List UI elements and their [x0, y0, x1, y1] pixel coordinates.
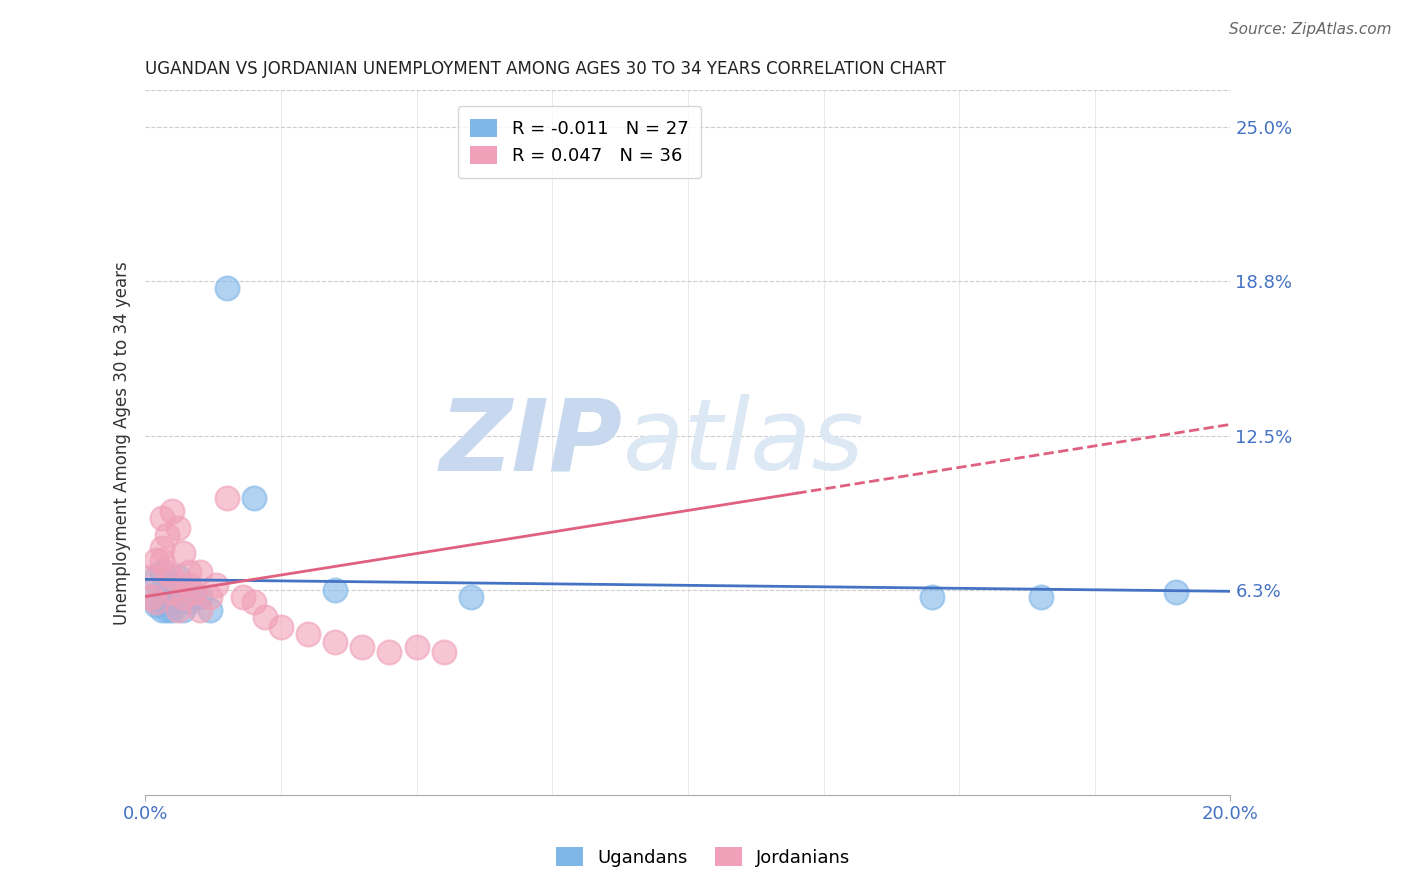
Point [243, 595, 266, 609]
Point [167, 570, 190, 584]
Point [433, 645, 456, 659]
Point [215, 281, 238, 295]
Point [150, 582, 173, 597]
Point [460, 591, 482, 605]
Point [172, 546, 194, 560]
Point [205, 578, 228, 592]
Point [156, 595, 179, 609]
Point [162, 578, 184, 592]
Point [215, 491, 238, 506]
Point [172, 591, 194, 605]
Point [145, 570, 167, 584]
Point [177, 578, 200, 592]
Point [1029, 591, 1052, 605]
Point [323, 582, 346, 597]
Point [172, 602, 194, 616]
Point [183, 585, 205, 599]
Point [177, 595, 200, 609]
Point [162, 585, 184, 599]
Point [162, 570, 184, 584]
Point [1382, 491, 1405, 506]
Legend: R = -0.011   N = 27, R = 0.047   N = 36: R = -0.011 N = 27, R = 0.047 N = 36 [457, 106, 702, 178]
Text: atlas: atlas [623, 394, 865, 491]
Point [156, 585, 179, 599]
Point [188, 566, 211, 580]
Point [150, 553, 173, 567]
Point [253, 610, 276, 624]
Text: Source: ZipAtlas.com: Source: ZipAtlas.com [1229, 22, 1392, 37]
Point [200, 591, 222, 605]
Point [297, 627, 319, 641]
Point [1166, 585, 1188, 599]
Point [270, 620, 292, 634]
Point [150, 602, 173, 616]
Point [378, 645, 401, 659]
Point [156, 602, 179, 616]
Point [200, 602, 222, 616]
Point [145, 595, 167, 609]
Point [162, 591, 184, 605]
Point [188, 602, 211, 616]
Point [188, 591, 211, 605]
Point [150, 511, 173, 525]
Point [156, 566, 179, 580]
Point [921, 591, 943, 605]
Point [1327, 194, 1350, 209]
Point [167, 521, 190, 535]
Y-axis label: Unemployment Among Ages 30 to 34 years: Unemployment Among Ages 30 to 34 years [114, 260, 131, 624]
Legend: Ugandans, Jordanians: Ugandans, Jordanians [548, 840, 858, 874]
Point [183, 591, 205, 605]
Point [139, 570, 162, 584]
Point [162, 504, 184, 518]
Point [145, 598, 167, 612]
Text: UGANDAN VS JORDANIAN UNEMPLOYMENT AMONG AGES 30 TO 34 YEARS CORRELATION CHART: UGANDAN VS JORDANIAN UNEMPLOYMENT AMONG … [145, 60, 946, 78]
Point [150, 541, 173, 555]
Point [232, 591, 254, 605]
Point [162, 602, 184, 616]
Point [243, 491, 266, 506]
Point [167, 582, 190, 597]
Point [352, 640, 374, 654]
Point [150, 566, 173, 580]
Point [323, 634, 346, 648]
Point [156, 528, 179, 542]
Point [167, 602, 190, 616]
Point [145, 553, 167, 567]
Point [405, 640, 427, 654]
Point [177, 566, 200, 580]
Text: ZIP: ZIP [440, 394, 623, 491]
Point [139, 591, 162, 605]
Point [172, 591, 194, 605]
Point [139, 591, 162, 605]
